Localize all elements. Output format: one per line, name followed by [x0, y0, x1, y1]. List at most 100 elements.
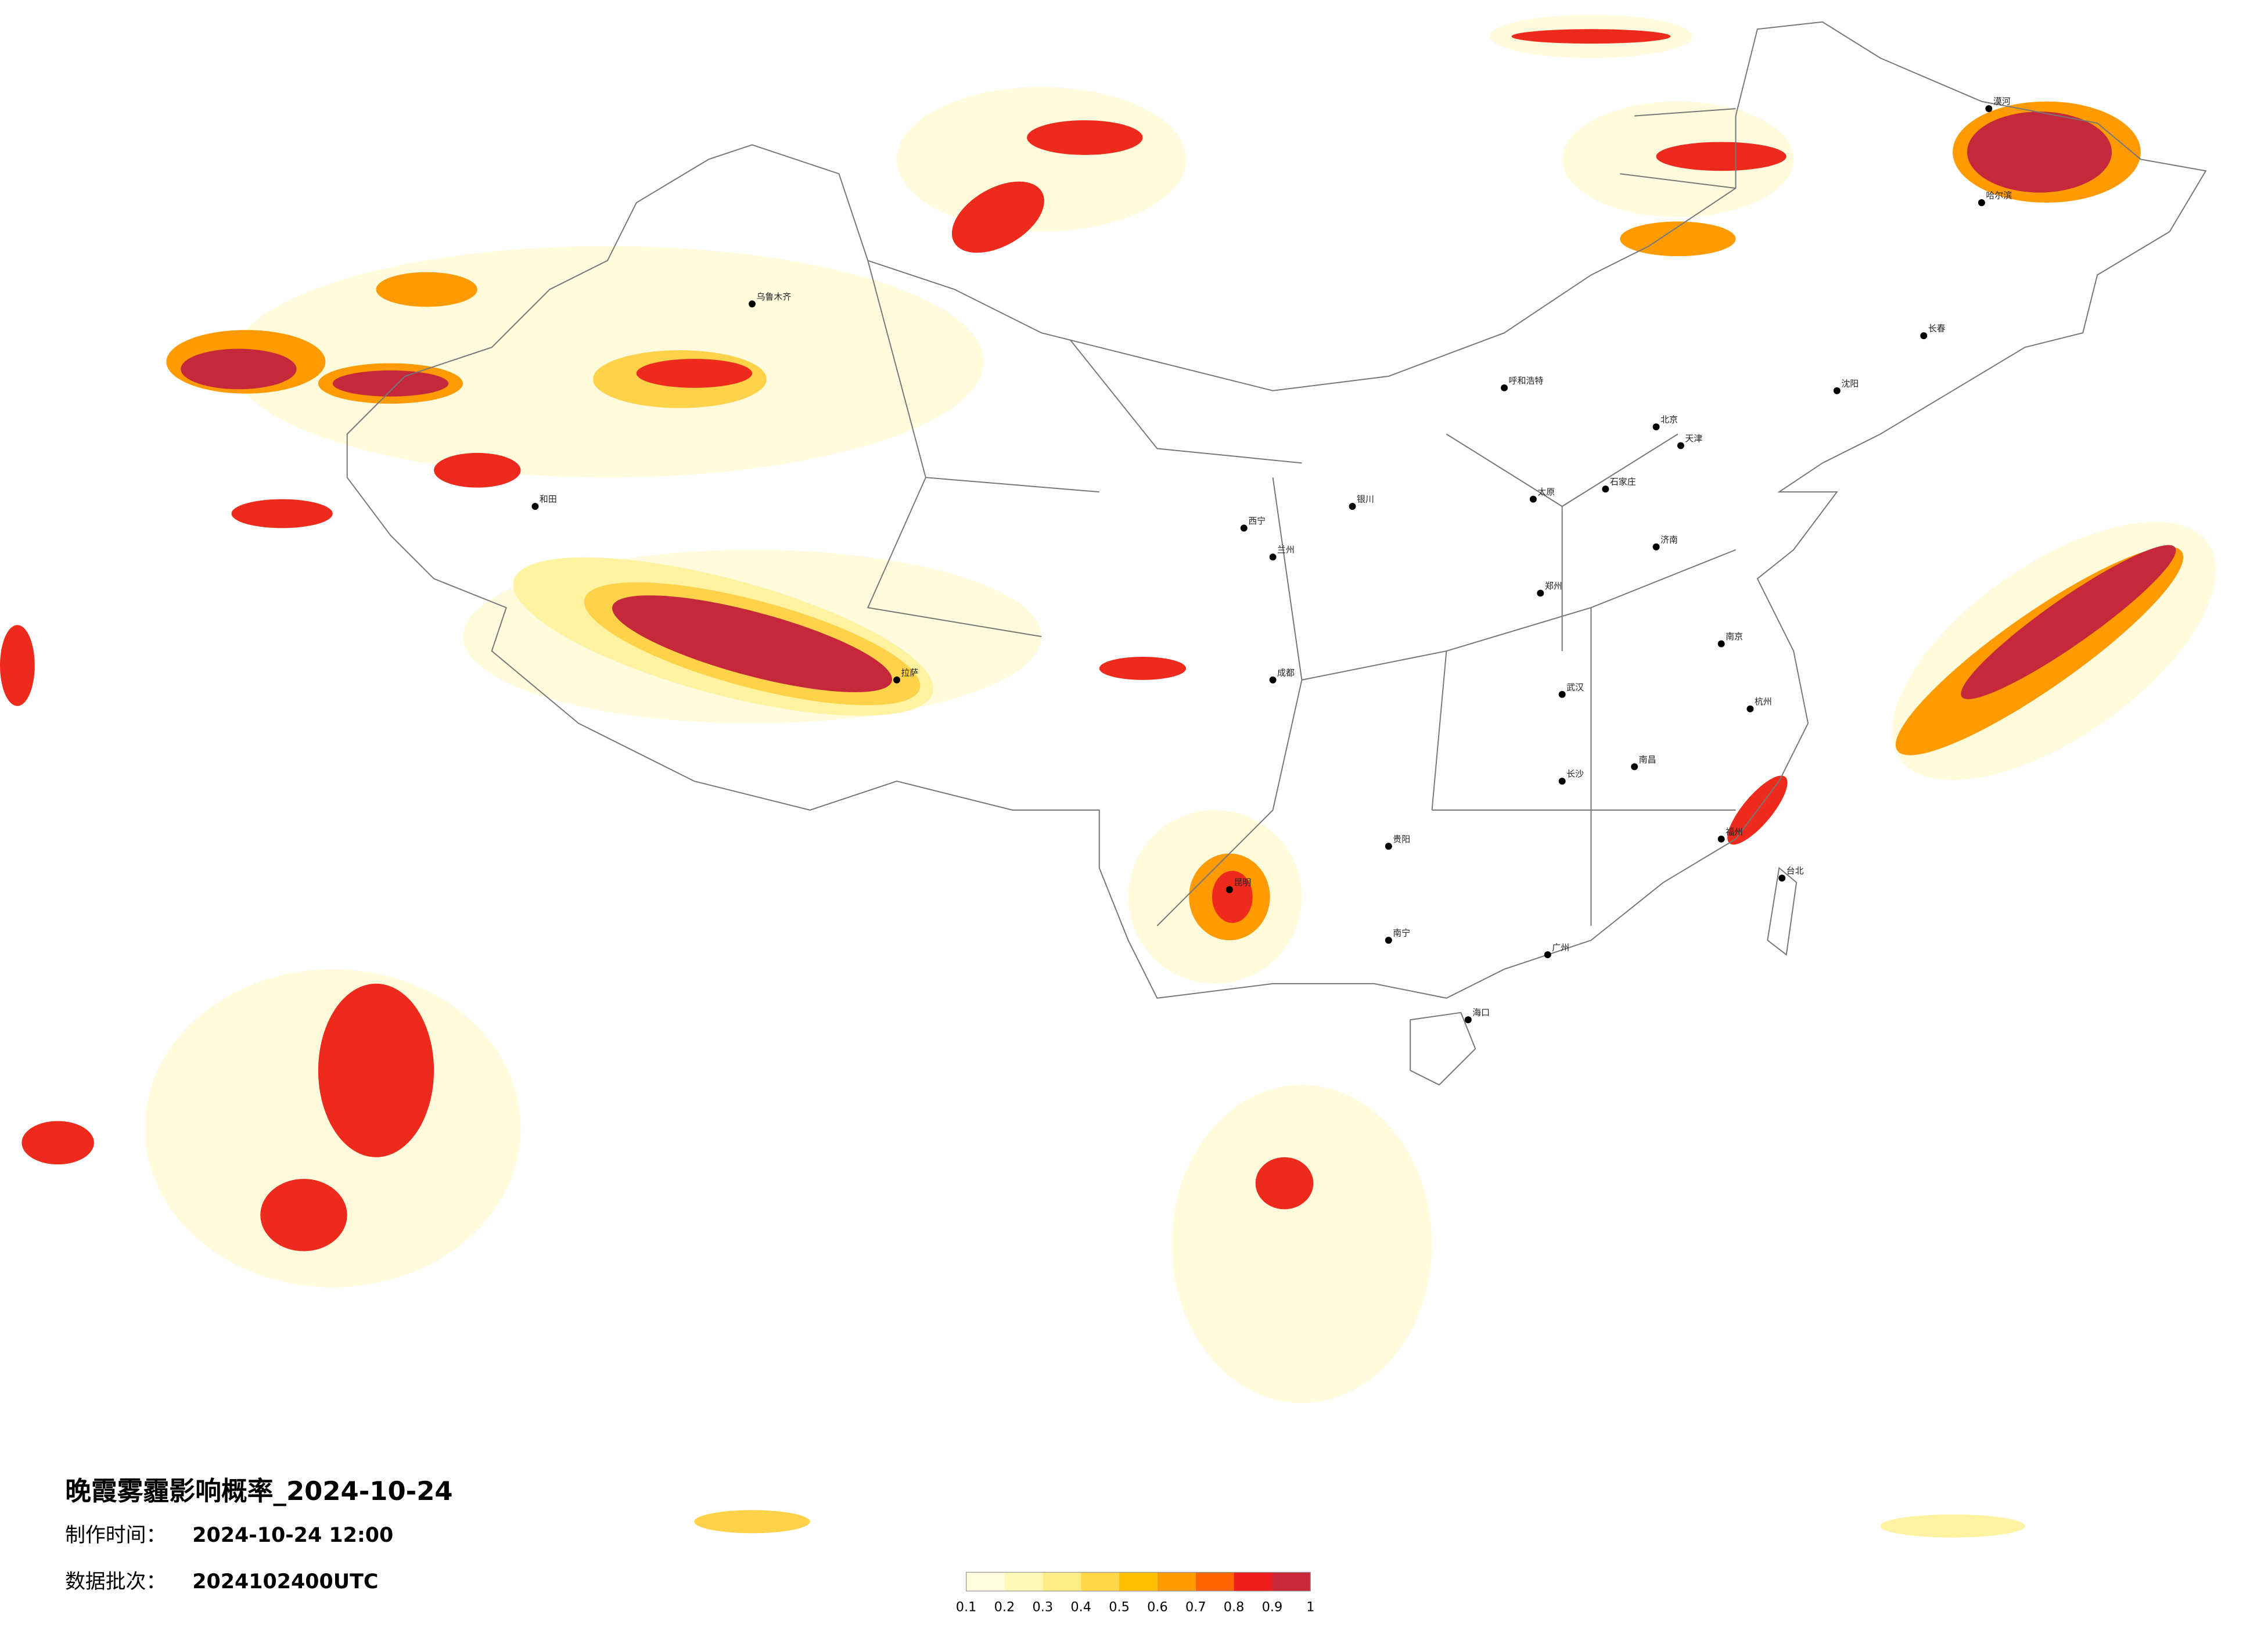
haze-area	[0, 625, 35, 706]
colorbar-tick-label: 0.7	[1185, 1600, 1206, 1615]
haze-area	[260, 1179, 347, 1251]
haze-area	[231, 246, 984, 478]
city-dot	[1269, 553, 1277, 561]
city-label: 银川	[1357, 494, 1374, 505]
city-label: 广州	[1552, 942, 1569, 953]
city-label: 昆明	[1234, 877, 1251, 888]
haze-area	[1880, 1514, 2025, 1538]
batch-label: 数据批次：	[65, 1570, 166, 1593]
city-dot	[1240, 524, 1248, 532]
haze-area	[1171, 1085, 1432, 1404]
city-dot	[1677, 442, 1684, 449]
city-dot	[1269, 676, 1277, 684]
haze-area	[1967, 111, 2112, 193]
haze-area	[1620, 221, 1736, 257]
city-label: 南昌	[1639, 754, 1656, 765]
colorbar-tick-label: 0.3	[1033, 1600, 1054, 1615]
city-dot	[1464, 1016, 1472, 1024]
colorbar-swatch	[1195, 1572, 1234, 1591]
haze-area	[434, 452, 521, 488]
city-label: 沈阳	[1841, 378, 1859, 388]
city-dot	[1501, 384, 1508, 391]
city-label: 台北	[1787, 866, 1804, 876]
city-dot	[1631, 763, 1638, 771]
colorbar-swatch	[1272, 1572, 1311, 1591]
haze-area	[318, 983, 434, 1157]
made-time: 2024-10-24 12:00	[192, 1524, 393, 1547]
colorbar-tick-label: 0.2	[994, 1600, 1015, 1615]
city-dot	[749, 300, 756, 308]
haze-area	[1027, 120, 1143, 155]
city-dot	[1349, 503, 1356, 510]
city-dot	[1225, 886, 1233, 893]
city-label: 北京	[1660, 415, 1678, 425]
colorbar-tick-label: 0.6	[1147, 1600, 1168, 1615]
haze-area	[612, 595, 893, 693]
batch: 2024102400UTC	[192, 1570, 378, 1593]
haze-area	[1656, 142, 1787, 171]
city-dot	[1778, 875, 1786, 882]
city-dot	[1920, 332, 1928, 340]
city-label: 和田	[540, 494, 557, 505]
haze-area	[21, 1121, 94, 1165]
city-label: 海口	[1472, 1008, 1490, 1018]
haze-area	[1099, 657, 1187, 680]
taiwan-outline	[1767, 866, 1798, 956]
city-label: 漠河	[1993, 96, 2011, 107]
haze-area	[1511, 29, 1671, 44]
colorbar-tick-label: 0.8	[1224, 1600, 1245, 1615]
haze-area	[1255, 1157, 1314, 1210]
city-label: 拉萨	[901, 667, 919, 678]
city-dot	[1558, 690, 1566, 698]
title: 晚霞雾霾影响概率_2024-10-24	[65, 1476, 453, 1506]
haze-area	[1961, 545, 2176, 699]
colorbar-frame	[965, 1571, 1311, 1592]
city-label: 长春	[1928, 323, 1946, 334]
city-dot	[1833, 387, 1841, 394]
city-label: 贵阳	[1393, 834, 1410, 844]
colorbar-swatch	[1043, 1572, 1081, 1591]
city-label: 兰州	[1277, 545, 1295, 555]
city-label: 石家庄	[1610, 477, 1636, 487]
city-label: 武汉	[1566, 682, 1584, 692]
colorbar-swatch	[1234, 1572, 1273, 1591]
colorbar-tick-label: 1	[1306, 1600, 1314, 1615]
province-borders	[867, 108, 1736, 926]
colorbar-swatch	[1081, 1572, 1120, 1591]
city-label: 乌鲁木齐	[756, 292, 791, 302]
city-dot	[1652, 423, 1660, 431]
city-dot	[531, 503, 539, 510]
city-dot	[1529, 495, 1537, 503]
colorbar-tick-label: 0.5	[1109, 1600, 1130, 1615]
haze-area	[636, 359, 753, 388]
city-label: 哈尔滨	[1986, 190, 2012, 201]
haze-area	[181, 348, 297, 390]
colorbar-tick-label: 0.1	[956, 1600, 977, 1615]
city-dot	[893, 676, 901, 684]
city-dot	[1558, 778, 1566, 785]
haze-area	[694, 1510, 810, 1534]
city-label: 成都	[1277, 667, 1295, 678]
colorbar-tick-label: 0.9	[1262, 1600, 1283, 1615]
haze-area	[332, 370, 449, 397]
colorbar-tick-label: 0.4	[1070, 1600, 1091, 1615]
city-dot	[1544, 951, 1551, 959]
made-label: 制作时间：	[65, 1524, 166, 1547]
city-label: 天津	[1685, 433, 1702, 444]
haze-area	[376, 272, 477, 307]
hainan-outline	[1410, 1012, 1476, 1086]
city-label: 长沙	[1566, 769, 1584, 779]
haze-field	[0, 15, 2216, 1538]
city-label: 西宁	[1248, 516, 1266, 526]
city-label: 南宁	[1393, 928, 1410, 938]
colorbar-swatch	[1119, 1572, 1158, 1591]
city-dot	[1985, 105, 1993, 113]
city-label: 呼和浩特	[1509, 375, 1544, 386]
city-dot	[1385, 843, 1392, 850]
city-label: 福州	[1726, 826, 1743, 837]
city-label: 南京	[1726, 631, 1743, 642]
city-label: 太原	[1537, 487, 1555, 497]
